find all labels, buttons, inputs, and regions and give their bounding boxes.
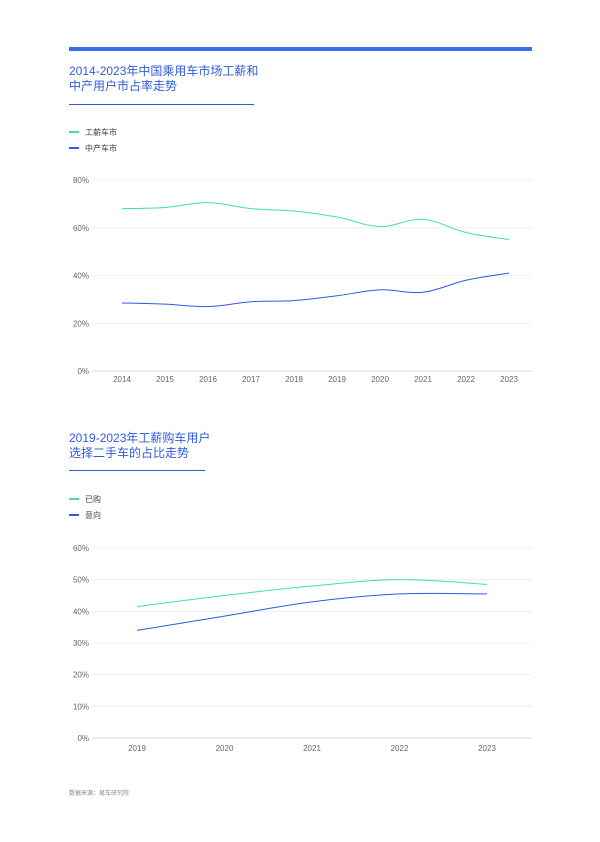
- chart1-x-tick-label: 2017: [242, 375, 260, 384]
- legend-label: 中产车市: [85, 143, 117, 153]
- chart1-y-tick-label: 0%: [77, 367, 89, 376]
- chart2-x-tick-label: 2019: [128, 744, 146, 753]
- chart1-y-tick-label: 20%: [73, 319, 89, 328]
- chart2-x-tick-label: 2021: [303, 744, 321, 753]
- chart1-title-line2: 中产用户市占率走势: [69, 79, 178, 93]
- chart1-legend-item-gongxin: 工薪车市: [69, 124, 117, 140]
- chart2-x-tick-label: 2022: [391, 744, 409, 753]
- chart1-x-tick-label: 2020: [371, 375, 389, 384]
- chart1-x-tick-label: 2016: [199, 375, 217, 384]
- chart1-legend: 工薪车市 中产车市: [69, 124, 117, 156]
- chart2-y-tick-label: 40%: [73, 607, 89, 616]
- chart1-title-line1: 2014-2023年中国乘用车市场工薪和: [69, 64, 259, 78]
- chart1-x-tick-label: 2014: [113, 375, 131, 384]
- chart1-x-tick-label: 2015: [156, 375, 174, 384]
- legend-label: 已购: [85, 494, 101, 504]
- chart1-y-tick-label: 60%: [73, 224, 89, 233]
- chart2-legend-item-yixiang: 意向: [69, 507, 101, 523]
- chart2-y-tick-label: 60%: [73, 544, 89, 553]
- chart2-series-line-1: [136, 579, 488, 608]
- data-source-note: 数据来源：易车研究院: [69, 791, 130, 797]
- chart1-x-tick-label: 2019: [328, 375, 346, 384]
- chart2-title-line2: 选择二手车的占比走势: [69, 446, 190, 460]
- chart2-x-tick-label: 2023: [478, 744, 496, 753]
- chart2-title-line1: 2019-2023年工薪购车用户: [69, 431, 211, 445]
- chart2-title-underline: [69, 470, 205, 471]
- legend-label: 意向: [85, 510, 101, 520]
- legend-label: 工薪车市: [85, 127, 117, 137]
- chart1-title: 2014-2023年中国乘用车市场工薪和 中产用户市占率走势: [69, 64, 369, 94]
- chart2-y-tick-label: 30%: [73, 639, 89, 648]
- chart2-y-tick-label: 10%: [73, 702, 89, 711]
- legend-swatch: [69, 498, 79, 500]
- chart1-y-tick-label: 80%: [73, 176, 89, 185]
- chart1-series-line-1: [121, 202, 510, 241]
- legend-swatch: [69, 131, 79, 133]
- chart1-series-line-2: [121, 272, 510, 308]
- chart1-x-tick-label: 2018: [285, 375, 303, 384]
- chart2-y-tick-label: 0%: [77, 734, 89, 743]
- chart1-x-tick-label: 2021: [414, 375, 432, 384]
- legend-swatch: [69, 147, 79, 149]
- chart2-y-tick-label: 50%: [73, 576, 89, 585]
- chart2-y-tick-label: 20%: [73, 671, 89, 680]
- legend-swatch: [69, 514, 79, 516]
- chart2-title: 2019-2023年工薪购车用户 选择二手车的占比走势: [69, 431, 369, 461]
- chart1-title-underline: [69, 104, 254, 105]
- top-accent-bar: [69, 47, 532, 51]
- chart2-legend: 已购 意向: [69, 491, 101, 523]
- chart1-y-tick-label: 40%: [73, 272, 89, 281]
- chart2-series-line-2: [136, 592, 488, 631]
- chart1-legend-item-zhongchan: 中产车市: [69, 140, 117, 156]
- chart2-legend-item-yigou: 已购: [69, 491, 101, 507]
- chart2-x-tick-label: 2020: [216, 744, 234, 753]
- chart1-x-tick-label: 2022: [457, 375, 475, 384]
- chart1-x-tick-label: 2023: [500, 375, 518, 384]
